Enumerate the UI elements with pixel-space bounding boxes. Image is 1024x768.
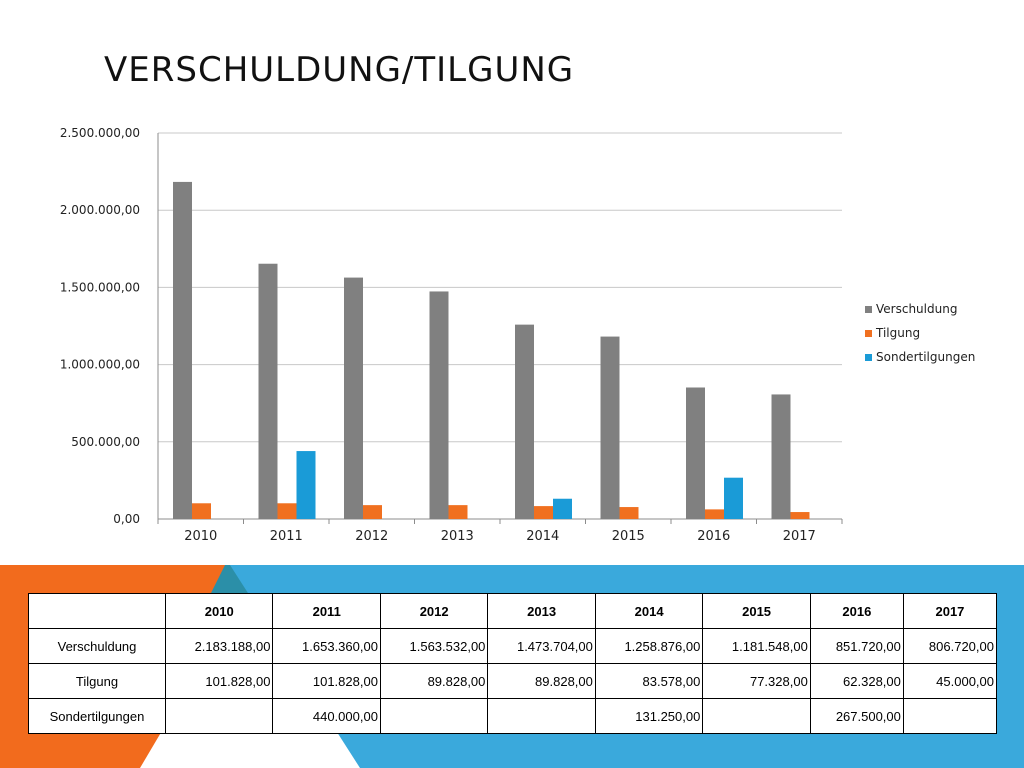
bar-verschuldung bbox=[344, 277, 363, 519]
bar-verschuldung bbox=[515, 324, 534, 519]
table-cell bbox=[379, 698, 489, 734]
table-cell: 89.828,00 bbox=[487, 663, 596, 699]
table-cell: 440.000,00 bbox=[272, 698, 381, 734]
bar-verschuldung bbox=[771, 394, 791, 519]
y-tick-label: 500.000,00 bbox=[71, 435, 140, 449]
bar-tilgung bbox=[448, 505, 468, 519]
table-row: Tilgung 101.828,00 101.828,00 89.828,00 … bbox=[28, 663, 998, 699]
row-label: Sondertilgungen bbox=[28, 698, 166, 734]
bar-tilgung bbox=[277, 503, 297, 519]
table-cell: 101.828,00 bbox=[272, 663, 381, 699]
bar-tilgung bbox=[534, 506, 553, 519]
legend-label: Verschuldung bbox=[876, 302, 957, 316]
bar-sondertilgungen bbox=[553, 498, 572, 519]
x-tick-label: 2011 bbox=[270, 529, 303, 544]
table-header-cell: 2016 bbox=[809, 593, 904, 629]
table-header-cell: 2011 bbox=[272, 593, 381, 629]
slide-title: VERSCHULDUNG/TILGUNG bbox=[104, 50, 575, 90]
table-cell: 851.720,00 bbox=[809, 628, 904, 664]
table-cell: 1.563.532,00 bbox=[379, 628, 489, 664]
data-table: 2010 2011 2012 2013 2014 2015 2016 2017 … bbox=[28, 593, 998, 734]
x-tick-label: 2016 bbox=[697, 529, 730, 544]
table-cell: 1.473.704,00 bbox=[487, 628, 596, 664]
x-tick-label: 2014 bbox=[526, 529, 559, 544]
legend-label: Tilgung bbox=[875, 326, 920, 340]
table-header-cell: 2012 bbox=[379, 593, 489, 629]
table-cell: 131.250,00 bbox=[594, 698, 704, 734]
y-tick-label: 2.500.000,00 bbox=[60, 126, 140, 140]
table-cell: 89.828,00 bbox=[379, 663, 489, 699]
legend-swatch bbox=[865, 306, 872, 313]
table-cell: 45.000,00 bbox=[902, 663, 998, 699]
bar-verschuldung bbox=[173, 181, 192, 519]
bar-tilgung bbox=[705, 509, 724, 519]
x-tick-label: 2017 bbox=[783, 529, 816, 544]
table-cell: 2.183.188,00 bbox=[164, 628, 274, 664]
table-row: Sondertilgungen 440.000,00 131.250,00 26… bbox=[28, 698, 998, 734]
bar-sondertilgungen bbox=[724, 477, 743, 519]
table-header-cell bbox=[28, 593, 166, 629]
table-cell bbox=[487, 698, 596, 734]
legend-label: Sondertilgungen bbox=[876, 350, 975, 364]
y-tick-label: 2.000.000,00 bbox=[60, 203, 140, 217]
table-header-row: 2010 2011 2012 2013 2014 2015 2016 2017 bbox=[28, 593, 998, 629]
table-cell: 83.578,00 bbox=[594, 663, 704, 699]
table-cell: 1.653.360,00 bbox=[272, 628, 381, 664]
table-header-cell: 2010 bbox=[164, 593, 274, 629]
legend-swatch bbox=[865, 330, 872, 337]
table-cell: 806.720,00 bbox=[902, 628, 998, 664]
table-cell: 1.181.548,00 bbox=[702, 628, 811, 664]
bar-tilgung bbox=[619, 507, 639, 519]
y-tick-label: 1.500.000,00 bbox=[60, 280, 140, 294]
table-cell bbox=[902, 698, 998, 734]
table-cell: 1.258.876,00 bbox=[594, 628, 704, 664]
table-cell bbox=[164, 698, 274, 734]
x-tick-label: 2012 bbox=[355, 529, 388, 544]
bar-chart: 0,00 500.000,00 1.000.000,00 1.500.000,00 2.… bbox=[60, 126, 975, 544]
table-header-cell: 2017 bbox=[902, 593, 998, 629]
table-header-cell: 2013 bbox=[487, 593, 596, 629]
table-header-cell: 2015 bbox=[702, 593, 811, 629]
x-tick-label: 2015 bbox=[612, 529, 645, 544]
bar-tilgung bbox=[790, 512, 810, 519]
row-label: Tilgung bbox=[28, 663, 166, 699]
bar-verschuldung bbox=[600, 336, 620, 519]
legend-swatch bbox=[865, 354, 872, 361]
bar-tilgung bbox=[192, 503, 211, 519]
table-cell: 101.828,00 bbox=[164, 663, 274, 699]
x-tick-label: 2010 bbox=[184, 529, 217, 544]
bar-verschuldung bbox=[429, 291, 449, 519]
y-tick-label: 0,00 bbox=[113, 512, 140, 526]
table-row: Verschuldung 2.183.188,00 1.653.360,00 1… bbox=[28, 628, 998, 664]
row-label: Verschuldung bbox=[28, 628, 166, 664]
table-cell: 267.500,00 bbox=[809, 698, 904, 734]
table-header-cell: 2014 bbox=[594, 593, 704, 629]
bar-verschuldung bbox=[686, 387, 705, 519]
table-cell: 62.328,00 bbox=[809, 663, 904, 699]
table-cell bbox=[702, 698, 811, 734]
table-cell: 77.328,00 bbox=[702, 663, 811, 699]
bar-sondertilgungen bbox=[296, 451, 316, 519]
x-tick-label: 2013 bbox=[441, 529, 474, 544]
bar-tilgung bbox=[363, 505, 382, 519]
bar-verschuldung bbox=[258, 263, 278, 519]
y-tick-label: 1.000.000,00 bbox=[60, 358, 140, 372]
